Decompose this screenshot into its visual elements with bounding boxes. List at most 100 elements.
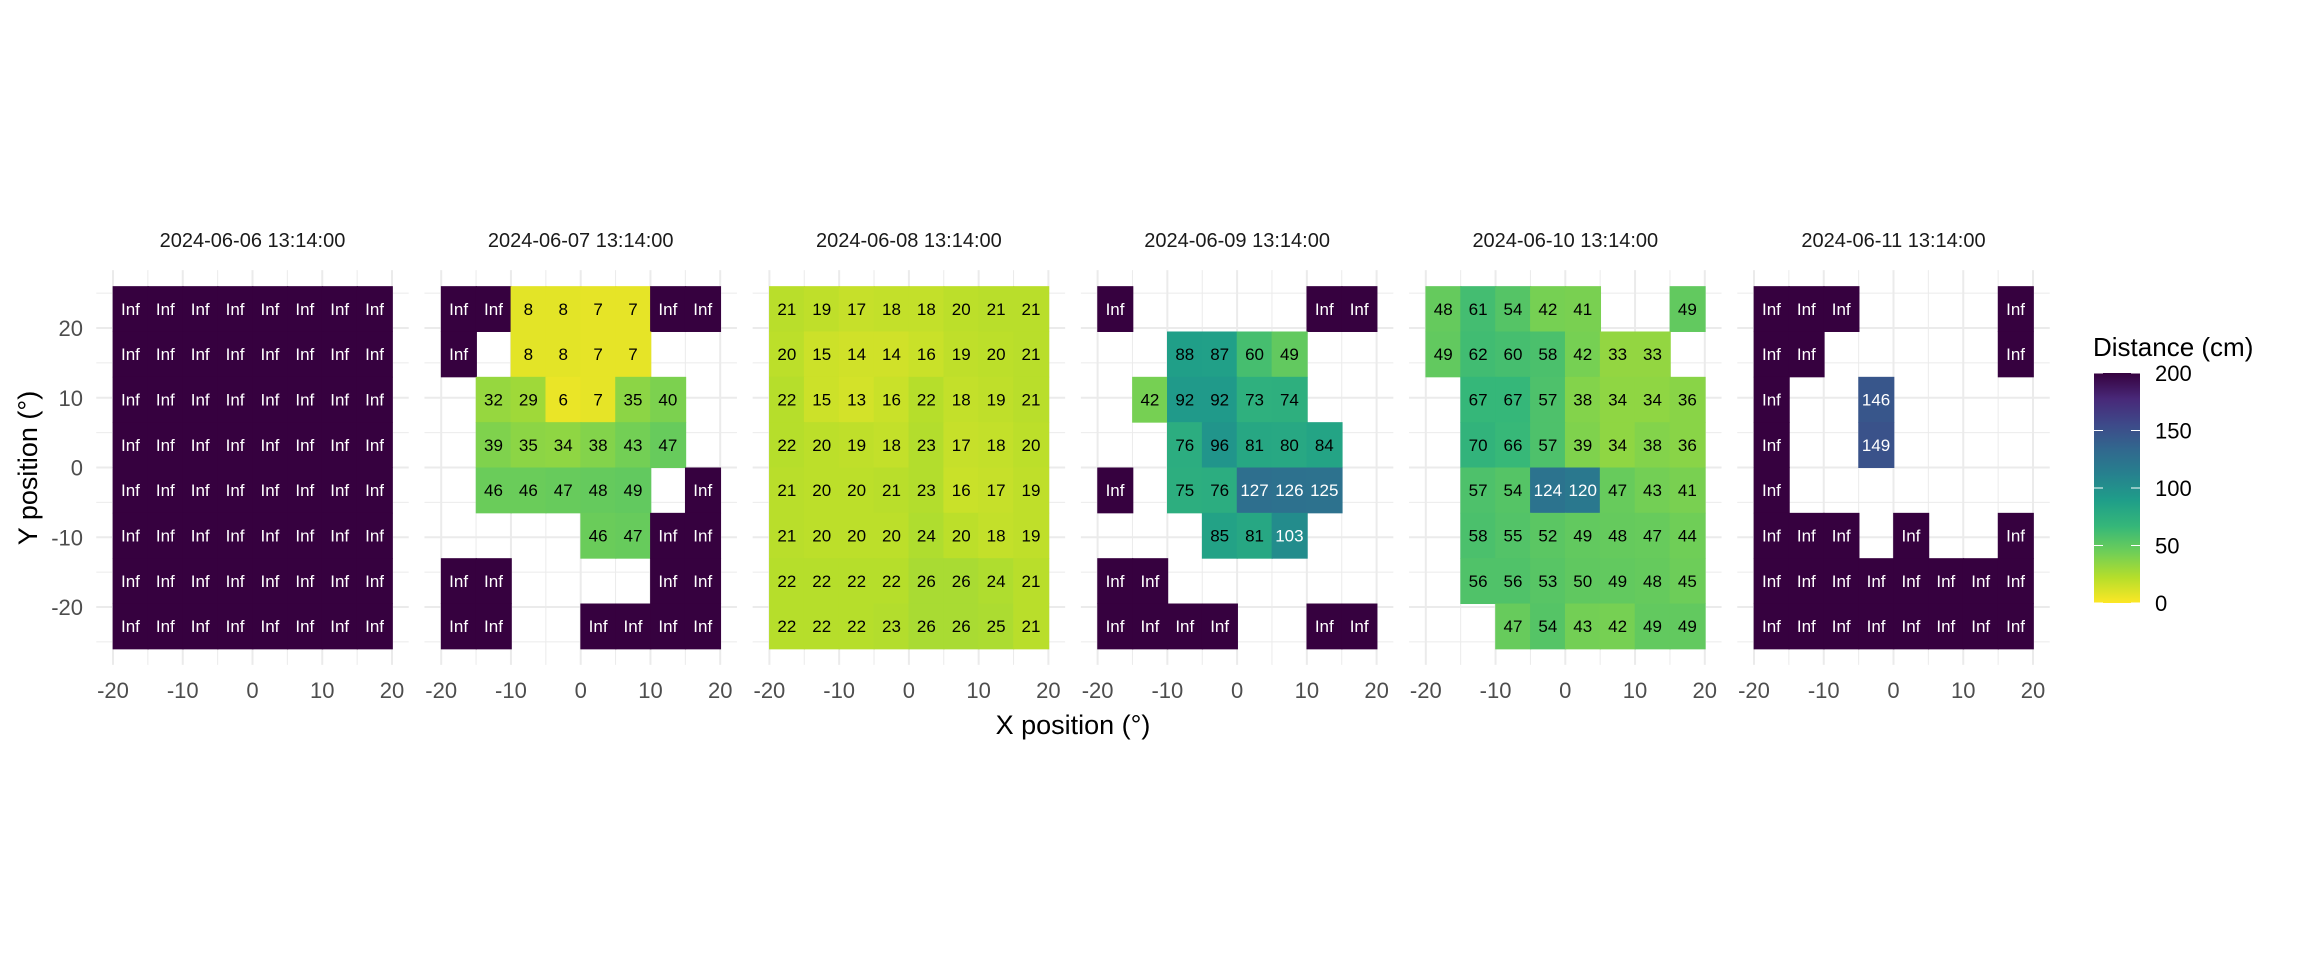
heatmap-tile bbox=[1495, 512, 1532, 559]
tile-label: Inf bbox=[121, 390, 140, 409]
tile-label: 8 bbox=[524, 345, 533, 364]
tile-label: 33 bbox=[1608, 345, 1627, 364]
heatmap-tile bbox=[321, 331, 358, 378]
heatmap-tile bbox=[1495, 286, 1532, 332]
tile-label: Inf bbox=[1797, 572, 1816, 591]
heatmap-tile bbox=[1460, 422, 1497, 468]
tile-label: Inf bbox=[260, 300, 279, 319]
y-tick-label: 20 bbox=[59, 316, 83, 341]
heatmap-tile bbox=[1132, 558, 1169, 605]
tile-label: Inf bbox=[295, 527, 314, 546]
tile-label: Inf bbox=[121, 436, 140, 455]
heatmap-tile bbox=[1634, 603, 1671, 650]
tile-label: 20 bbox=[952, 300, 971, 319]
heatmap-tile bbox=[510, 331, 547, 378]
tile-label: 149 bbox=[1862, 436, 1890, 455]
tile-label: Inf bbox=[1901, 572, 1920, 591]
heatmap-tile bbox=[1495, 603, 1532, 650]
tile-label: 7 bbox=[628, 345, 637, 364]
tile-label: 16 bbox=[882, 390, 901, 409]
colorbar-ticks: 0 50 100 150 200 bbox=[2094, 361, 2192, 616]
tile-label: 87 bbox=[1210, 345, 1229, 364]
heatmap-tile bbox=[580, 512, 617, 559]
heatmap-tile bbox=[1753, 467, 1790, 514]
heatmap-tile bbox=[1858, 603, 1895, 650]
tile-label: 49 bbox=[1678, 300, 1697, 319]
tile-label: 47 bbox=[658, 436, 677, 455]
heatmap-tile bbox=[545, 331, 582, 378]
tile-label: Inf bbox=[330, 481, 349, 500]
heatmap-tile bbox=[1013, 512, 1050, 559]
x-axis-title: X position (°) bbox=[996, 710, 1151, 740]
heatmap-tile bbox=[1669, 422, 1706, 468]
heatmap-tile bbox=[873, 331, 910, 378]
heatmap-tile bbox=[287, 558, 324, 605]
heatmap-tile bbox=[356, 603, 393, 650]
heatmap-tile bbox=[1306, 286, 1343, 332]
tile-label: 81 bbox=[1245, 436, 1264, 455]
tile-label: 42 bbox=[1608, 617, 1627, 636]
tile-label: Inf bbox=[365, 436, 384, 455]
heatmap-tile bbox=[1306, 422, 1343, 468]
tile-label: Inf bbox=[1140, 617, 1159, 636]
heatmap-tile bbox=[978, 331, 1015, 378]
heatmap-tile bbox=[217, 331, 254, 378]
tile-label: 103 bbox=[1275, 527, 1303, 546]
facet-panels: 2024-06-06 13:14:00 Inf Inf Inf Inf Inf Inf Inf… bbox=[51, 230, 2050, 703]
tile-label: 81 bbox=[1245, 527, 1264, 546]
tile-label: 18 bbox=[882, 300, 901, 319]
tile-label: Inf bbox=[191, 572, 210, 591]
tile-label: Inf bbox=[1762, 390, 1781, 409]
tile-label: 46 bbox=[589, 527, 608, 546]
heatmap-tile bbox=[112, 512, 149, 559]
tile-label: 44 bbox=[1678, 527, 1697, 546]
tile-label: 47 bbox=[554, 481, 573, 500]
heatmap-tile bbox=[147, 467, 184, 514]
tile-label: Inf bbox=[1762, 572, 1781, 591]
heatmap-tile bbox=[356, 286, 393, 332]
heatmap-tile bbox=[112, 558, 149, 605]
heatmap-tile bbox=[1893, 512, 1930, 559]
tile-label: 21 bbox=[1022, 572, 1041, 591]
heatmap-tile bbox=[1962, 558, 1999, 605]
tile-label: 16 bbox=[952, 481, 971, 500]
tile-label: 49 bbox=[1678, 617, 1697, 636]
heatmap-tile bbox=[978, 286, 1015, 332]
x-tick-label: 10 bbox=[966, 678, 990, 703]
tile-label: 52 bbox=[1538, 527, 1557, 546]
heatmap-tile bbox=[769, 376, 806, 423]
tile-label: Inf bbox=[295, 436, 314, 455]
heatmap-tile bbox=[321, 467, 358, 514]
heatmap-tile bbox=[1201, 512, 1238, 559]
tile-label: 23 bbox=[917, 436, 936, 455]
tile-label: Inf bbox=[330, 527, 349, 546]
heatmap-tile bbox=[545, 286, 582, 332]
tile-label: Inf bbox=[156, 481, 175, 500]
x-tick-label: 10 bbox=[1951, 678, 1975, 703]
tile-label: Inf bbox=[1106, 481, 1125, 500]
heatmap-tile bbox=[1530, 558, 1567, 605]
tile-label: 60 bbox=[1245, 345, 1264, 364]
heatmap-tile bbox=[1669, 603, 1706, 650]
heatmap-tile bbox=[1530, 286, 1567, 332]
tile-label: Inf bbox=[191, 390, 210, 409]
tile-label: Inf bbox=[1210, 617, 1229, 636]
heatmap-tile bbox=[1097, 467, 1134, 514]
heatmap-tile bbox=[1013, 467, 1050, 514]
tile-label: 61 bbox=[1469, 300, 1488, 319]
tile-label: Inf bbox=[1971, 572, 1990, 591]
heatmap-tile bbox=[684, 286, 722, 332]
tile-label: Inf bbox=[1901, 617, 1920, 636]
heatmap-tile bbox=[769, 331, 806, 378]
tile-label: 120 bbox=[1569, 481, 1597, 500]
heatmap-tile bbox=[873, 512, 910, 559]
tile-label: 20 bbox=[812, 481, 831, 500]
heatmap-tile bbox=[1132, 376, 1169, 423]
heatmap-tile bbox=[1341, 603, 1378, 650]
x-tick-label: 0 bbox=[575, 678, 587, 703]
tile-label: 57 bbox=[1538, 436, 1557, 455]
heatmap-tile bbox=[908, 376, 945, 423]
heatmap-tile bbox=[943, 376, 980, 423]
heatmap-tile bbox=[769, 422, 806, 468]
heatmap-tile bbox=[1530, 376, 1567, 423]
